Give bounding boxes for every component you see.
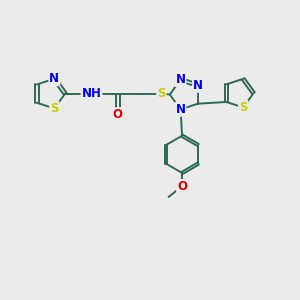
Text: N: N: [49, 72, 59, 85]
Text: NH: NH: [82, 87, 101, 100]
Text: N: N: [193, 79, 203, 92]
Text: O: O: [112, 108, 123, 121]
Text: N: N: [176, 73, 186, 86]
Text: S: S: [239, 101, 248, 114]
Text: O: O: [177, 180, 187, 193]
Text: S: S: [50, 102, 58, 115]
Text: N: N: [176, 103, 186, 116]
Text: S: S: [157, 87, 166, 100]
